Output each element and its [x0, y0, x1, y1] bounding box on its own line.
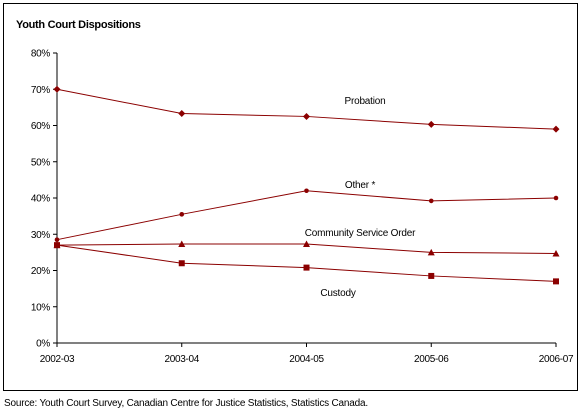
- data-point-dot: [304, 188, 309, 194]
- series-label: Custody: [320, 288, 355, 299]
- y-tick-label: 70%: [31, 85, 51, 96]
- x-tick-label: 2002-03: [40, 354, 75, 365]
- data-point-diamond: [303, 112, 310, 120]
- data-point-square: [303, 264, 310, 271]
- data-point-dot: [428, 198, 434, 204]
- x-tick-label: 2003-04: [164, 354, 199, 365]
- y-tick-label: 20%: [31, 266, 51, 277]
- x-tick-label: 2006-07: [539, 354, 574, 365]
- y-tick-label: 10%: [31, 302, 51, 313]
- y-tick-label: 0%: [36, 339, 50, 350]
- series-line: [56, 244, 557, 282]
- data-point-square: [178, 260, 185, 267]
- data-point-diamond: [427, 120, 435, 128]
- data-point-dot: [179, 212, 185, 217]
- series-line: [56, 88, 557, 130]
- data-point-triangle: [427, 248, 435, 256]
- y-tick-label: 60%: [31, 121, 51, 132]
- chart-title: Youth Court Dispositions: [16, 19, 141, 31]
- y-tick-label: 30%: [31, 230, 51, 241]
- y-tick-label: 40%: [31, 194, 51, 205]
- x-tick-label: 2005-06: [414, 354, 449, 365]
- data-point-square: [428, 272, 435, 279]
- data-point-triangle: [178, 240, 186, 248]
- y-tick-label: 80%: [31, 49, 51, 60]
- data-point-diamond: [178, 110, 186, 118]
- series-label: Probation: [344, 96, 385, 107]
- data-point-square: [54, 242, 60, 249]
- data-point-dot: [553, 195, 559, 201]
- data-point-square: [553, 278, 559, 285]
- data-point-diamond: [552, 125, 560, 133]
- data-point-dot: [54, 237, 60, 242]
- data-point-diamond: [53, 85, 61, 93]
- series-label: Other *: [345, 180, 376, 191]
- y-tick-label: 50%: [31, 157, 51, 168]
- chart-frame: [3, 3, 578, 391]
- x-tick-label: 2004-05: [289, 354, 324, 365]
- data-point-triangle: [303, 240, 310, 248]
- data-point-triangle: [552, 249, 560, 257]
- source-note: Source: Youth Court Survey, Canadian Cen…: [4, 398, 368, 409]
- series-label: Community Service Order: [305, 228, 416, 239]
